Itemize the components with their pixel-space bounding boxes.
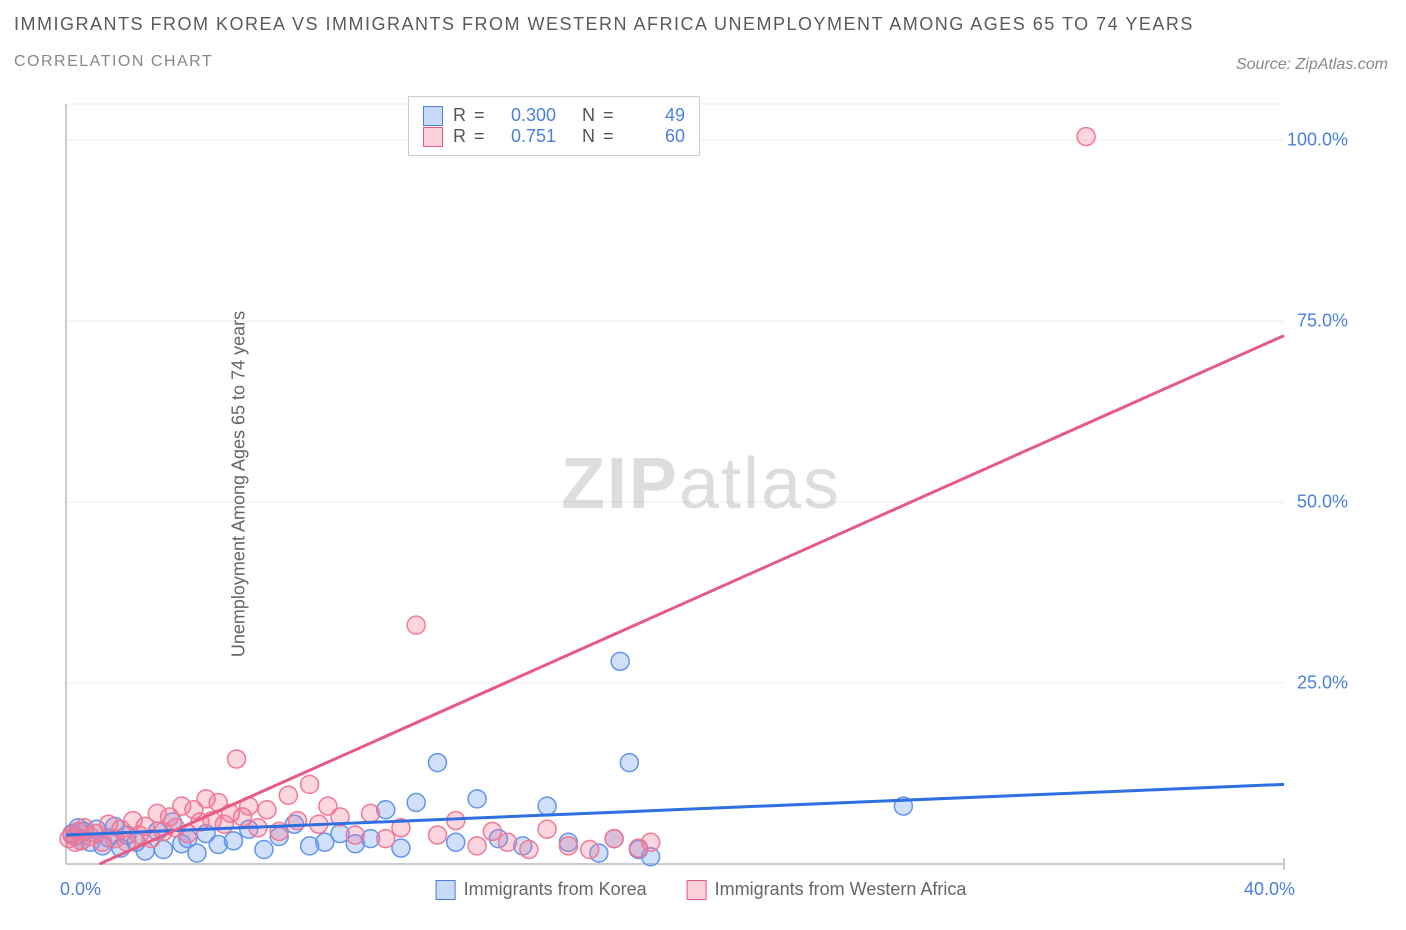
y-axis-title: Unemployment Among Ages 65 to 74 years bbox=[229, 311, 250, 657]
r-value-wafrica: 0.751 bbox=[496, 126, 556, 147]
y-tick-label: 100.0% bbox=[1287, 130, 1348, 151]
n-label: N = bbox=[582, 126, 615, 147]
source-attribution: Source: ZipAtlas.com bbox=[1236, 56, 1388, 74]
chart-container: IMMIGRANTS FROM KOREA VS IMMIGRANTS FROM… bbox=[0, 0, 1406, 930]
legend-label: Immigrants from Western Africa bbox=[715, 879, 967, 900]
swatch-blue-icon bbox=[423, 106, 443, 126]
chart-title: IMMIGRANTS FROM KOREA VS IMMIGRANTS FROM… bbox=[14, 14, 1194, 35]
stats-legend-box: R = 0.300 N = 49 R = 0.751 N = 60 bbox=[408, 96, 700, 156]
r-label: R = bbox=[453, 126, 486, 147]
n-value-korea: 49 bbox=[625, 105, 685, 126]
n-label: N = bbox=[582, 105, 615, 126]
legend-item-korea: Immigrants from Korea bbox=[436, 879, 647, 900]
y-tick-label: 25.0% bbox=[1297, 673, 1348, 694]
legend-item-wafrica: Immigrants from Western Africa bbox=[687, 879, 967, 900]
y-tick-label: 75.0% bbox=[1297, 311, 1348, 332]
y-tick-label: 50.0% bbox=[1297, 492, 1348, 513]
title-block: IMMIGRANTS FROM KOREA VS IMMIGRANTS FROM… bbox=[14, 14, 1194, 71]
chart-subtitle: CORRELATION CHART bbox=[14, 53, 1194, 71]
r-label: R = bbox=[453, 105, 486, 126]
scatter-chart bbox=[58, 96, 1344, 872]
legend-bottom: Immigrants from Korea Immigrants from We… bbox=[436, 879, 967, 900]
plot-area: Unemployment Among Ages 65 to 74 years Z… bbox=[58, 96, 1344, 872]
swatch-pink-icon bbox=[423, 127, 443, 147]
stats-row-wafrica: R = 0.751 N = 60 bbox=[423, 126, 685, 147]
stats-row-korea: R = 0.300 N = 49 bbox=[423, 105, 685, 126]
swatch-blue-icon bbox=[436, 880, 456, 900]
n-value-wafrica: 60 bbox=[625, 126, 685, 147]
x-tick-label: 40.0% bbox=[1244, 879, 1295, 900]
swatch-pink-icon bbox=[687, 880, 707, 900]
x-tick-label: 0.0% bbox=[60, 879, 101, 900]
r-value-korea: 0.300 bbox=[496, 105, 556, 126]
legend-label: Immigrants from Korea bbox=[464, 879, 647, 900]
